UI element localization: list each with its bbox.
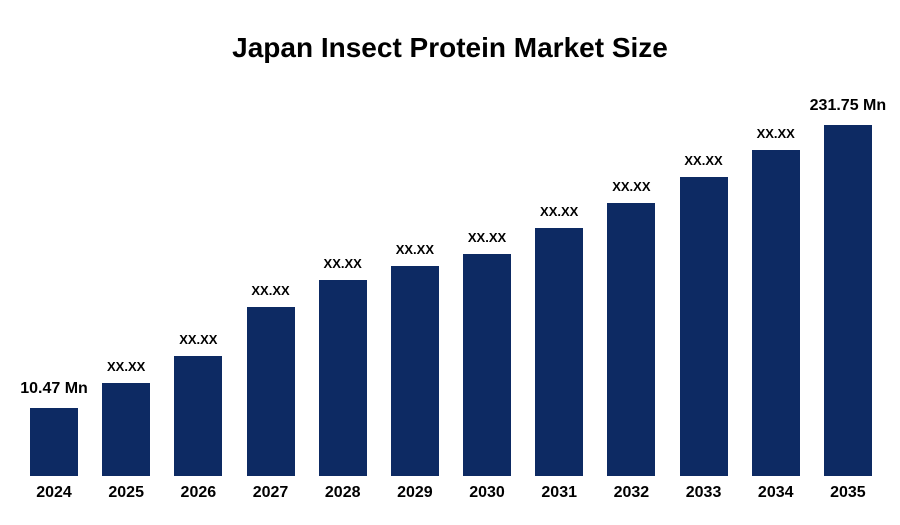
bar-column: XX.XX 2027 bbox=[246, 90, 295, 510]
bar-column: XX.XX 2028 bbox=[318, 90, 367, 510]
x-axis-label: 2035 bbox=[830, 484, 866, 501]
bar bbox=[30, 408, 78, 476]
bar-column: XX.XX 2025 bbox=[102, 90, 151, 510]
x-axis-label: 2027 bbox=[252, 484, 289, 501]
chart-title: Japan Insect Protein Market Size bbox=[232, 32, 668, 63]
bar-column: XX.XX 2029 bbox=[390, 90, 439, 510]
bar bbox=[607, 203, 656, 476]
bar-value-label: XX.XX bbox=[540, 204, 579, 219]
bar-value-label: XX.XX bbox=[684, 153, 723, 168]
bar-value-label: XX.XX bbox=[756, 126, 795, 141]
bar-column: XX.XX 2032 bbox=[607, 90, 656, 510]
bar-column: XX.XX 2031 bbox=[535, 90, 584, 510]
x-axis-label: 2029 bbox=[397, 484, 433, 501]
bar bbox=[102, 383, 151, 476]
bar bbox=[535, 228, 584, 476]
bar-value-label: 10.47 Mn bbox=[20, 380, 88, 397]
bar-value-label: 231.75 Mn bbox=[809, 97, 887, 114]
bar bbox=[390, 266, 439, 476]
x-axis-label: 2025 bbox=[108, 484, 144, 501]
x-axis-label: 2032 bbox=[613, 484, 650, 501]
bar bbox=[823, 125, 872, 476]
bar-value-label: XX.XX bbox=[612, 179, 651, 194]
bar-column: 10.47 Mn 2024 bbox=[20, 90, 88, 510]
bar-value-label: XX.XX bbox=[107, 359, 146, 374]
x-axis-label: 2028 bbox=[324, 484, 361, 501]
bar-column: XX.XX 2033 bbox=[679, 90, 728, 510]
bar-column: XX.XX 2026 bbox=[174, 90, 223, 510]
plot-area: 10.47 Mn 2024 XX.XX 2025 XX.XX 2026 XX.XX 2027 X… bbox=[20, 90, 886, 510]
x-axis-label: 2033 bbox=[685, 484, 722, 501]
bar-value-label: XX.XX bbox=[395, 242, 434, 257]
bar-column: XX.XX 2030 bbox=[463, 90, 512, 510]
bar bbox=[751, 150, 800, 476]
bar-value-label: XX.XX bbox=[323, 256, 362, 271]
x-axis-label: 2026 bbox=[180, 484, 217, 501]
x-axis-label: 2034 bbox=[757, 484, 794, 501]
bar bbox=[679, 177, 728, 476]
bar bbox=[174, 356, 223, 476]
bar-value-label: XX.XX bbox=[179, 332, 218, 347]
bar bbox=[246, 307, 295, 476]
x-axis-label: 2030 bbox=[469, 484, 505, 501]
bar-value-label: XX.XX bbox=[467, 230, 507, 245]
bar-value-label: XX.XX bbox=[251, 283, 290, 298]
x-axis-label: 2024 bbox=[36, 484, 72, 501]
bar bbox=[463, 254, 512, 476]
bar-column: XX.XX 2034 bbox=[751, 90, 800, 510]
x-axis-label: 2031 bbox=[541, 484, 577, 501]
bar-column: 231.75 Mn 2035 bbox=[810, 90, 886, 510]
bar bbox=[318, 280, 367, 476]
